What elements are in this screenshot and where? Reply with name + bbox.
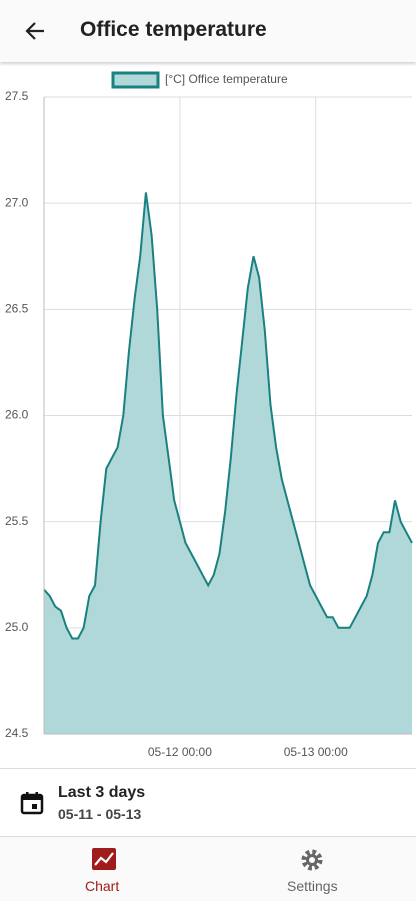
y-tick-label: 26.5 (5, 302, 29, 316)
app-bar: Office temperature (0, 0, 416, 62)
legend-label: [°C] Office temperature (165, 72, 288, 86)
legend-swatch (111, 71, 160, 89)
x-tick-label: 05-12 00:00 (148, 745, 212, 759)
title: Office temperature (80, 18, 267, 41)
back-button[interactable] (24, 20, 46, 42)
y-tick-label: 24.5 (5, 726, 29, 740)
line (43, 192, 413, 640)
x-tick-label: 05-13 00:00 (284, 745, 348, 759)
chart: 24.5 25.0 25.5 26.0 26.5 27.0 27.5 05-12 00:00 0… (5, 71, 413, 759)
range-title: Last 3 days (58, 784, 146, 801)
bottom-nav: Chart Settings (0, 836, 416, 901)
settings-icon[interactable] (300, 848, 324, 872)
area (44, 192, 412, 734)
y-tick-label: 25.5 (5, 514, 29, 528)
nav-settings[interactable]: Settings (287, 878, 338, 894)
y-tick-label: 27.5 (5, 89, 29, 103)
chart-icon[interactable] (92, 848, 116, 870)
y-tick-label: 25.0 (5, 620, 29, 634)
range-subtitle: 05-11 - 05-13 (58, 806, 142, 822)
nav-chart[interactable]: Chart (85, 878, 120, 894)
y-tick-label: 26.0 (5, 408, 29, 422)
calendar-icon (20, 792, 44, 815)
date-range[interactable]: Last 3 days 05-11 - 05-13 (0, 768, 416, 837)
y-tick-label: 27.0 (5, 195, 29, 209)
